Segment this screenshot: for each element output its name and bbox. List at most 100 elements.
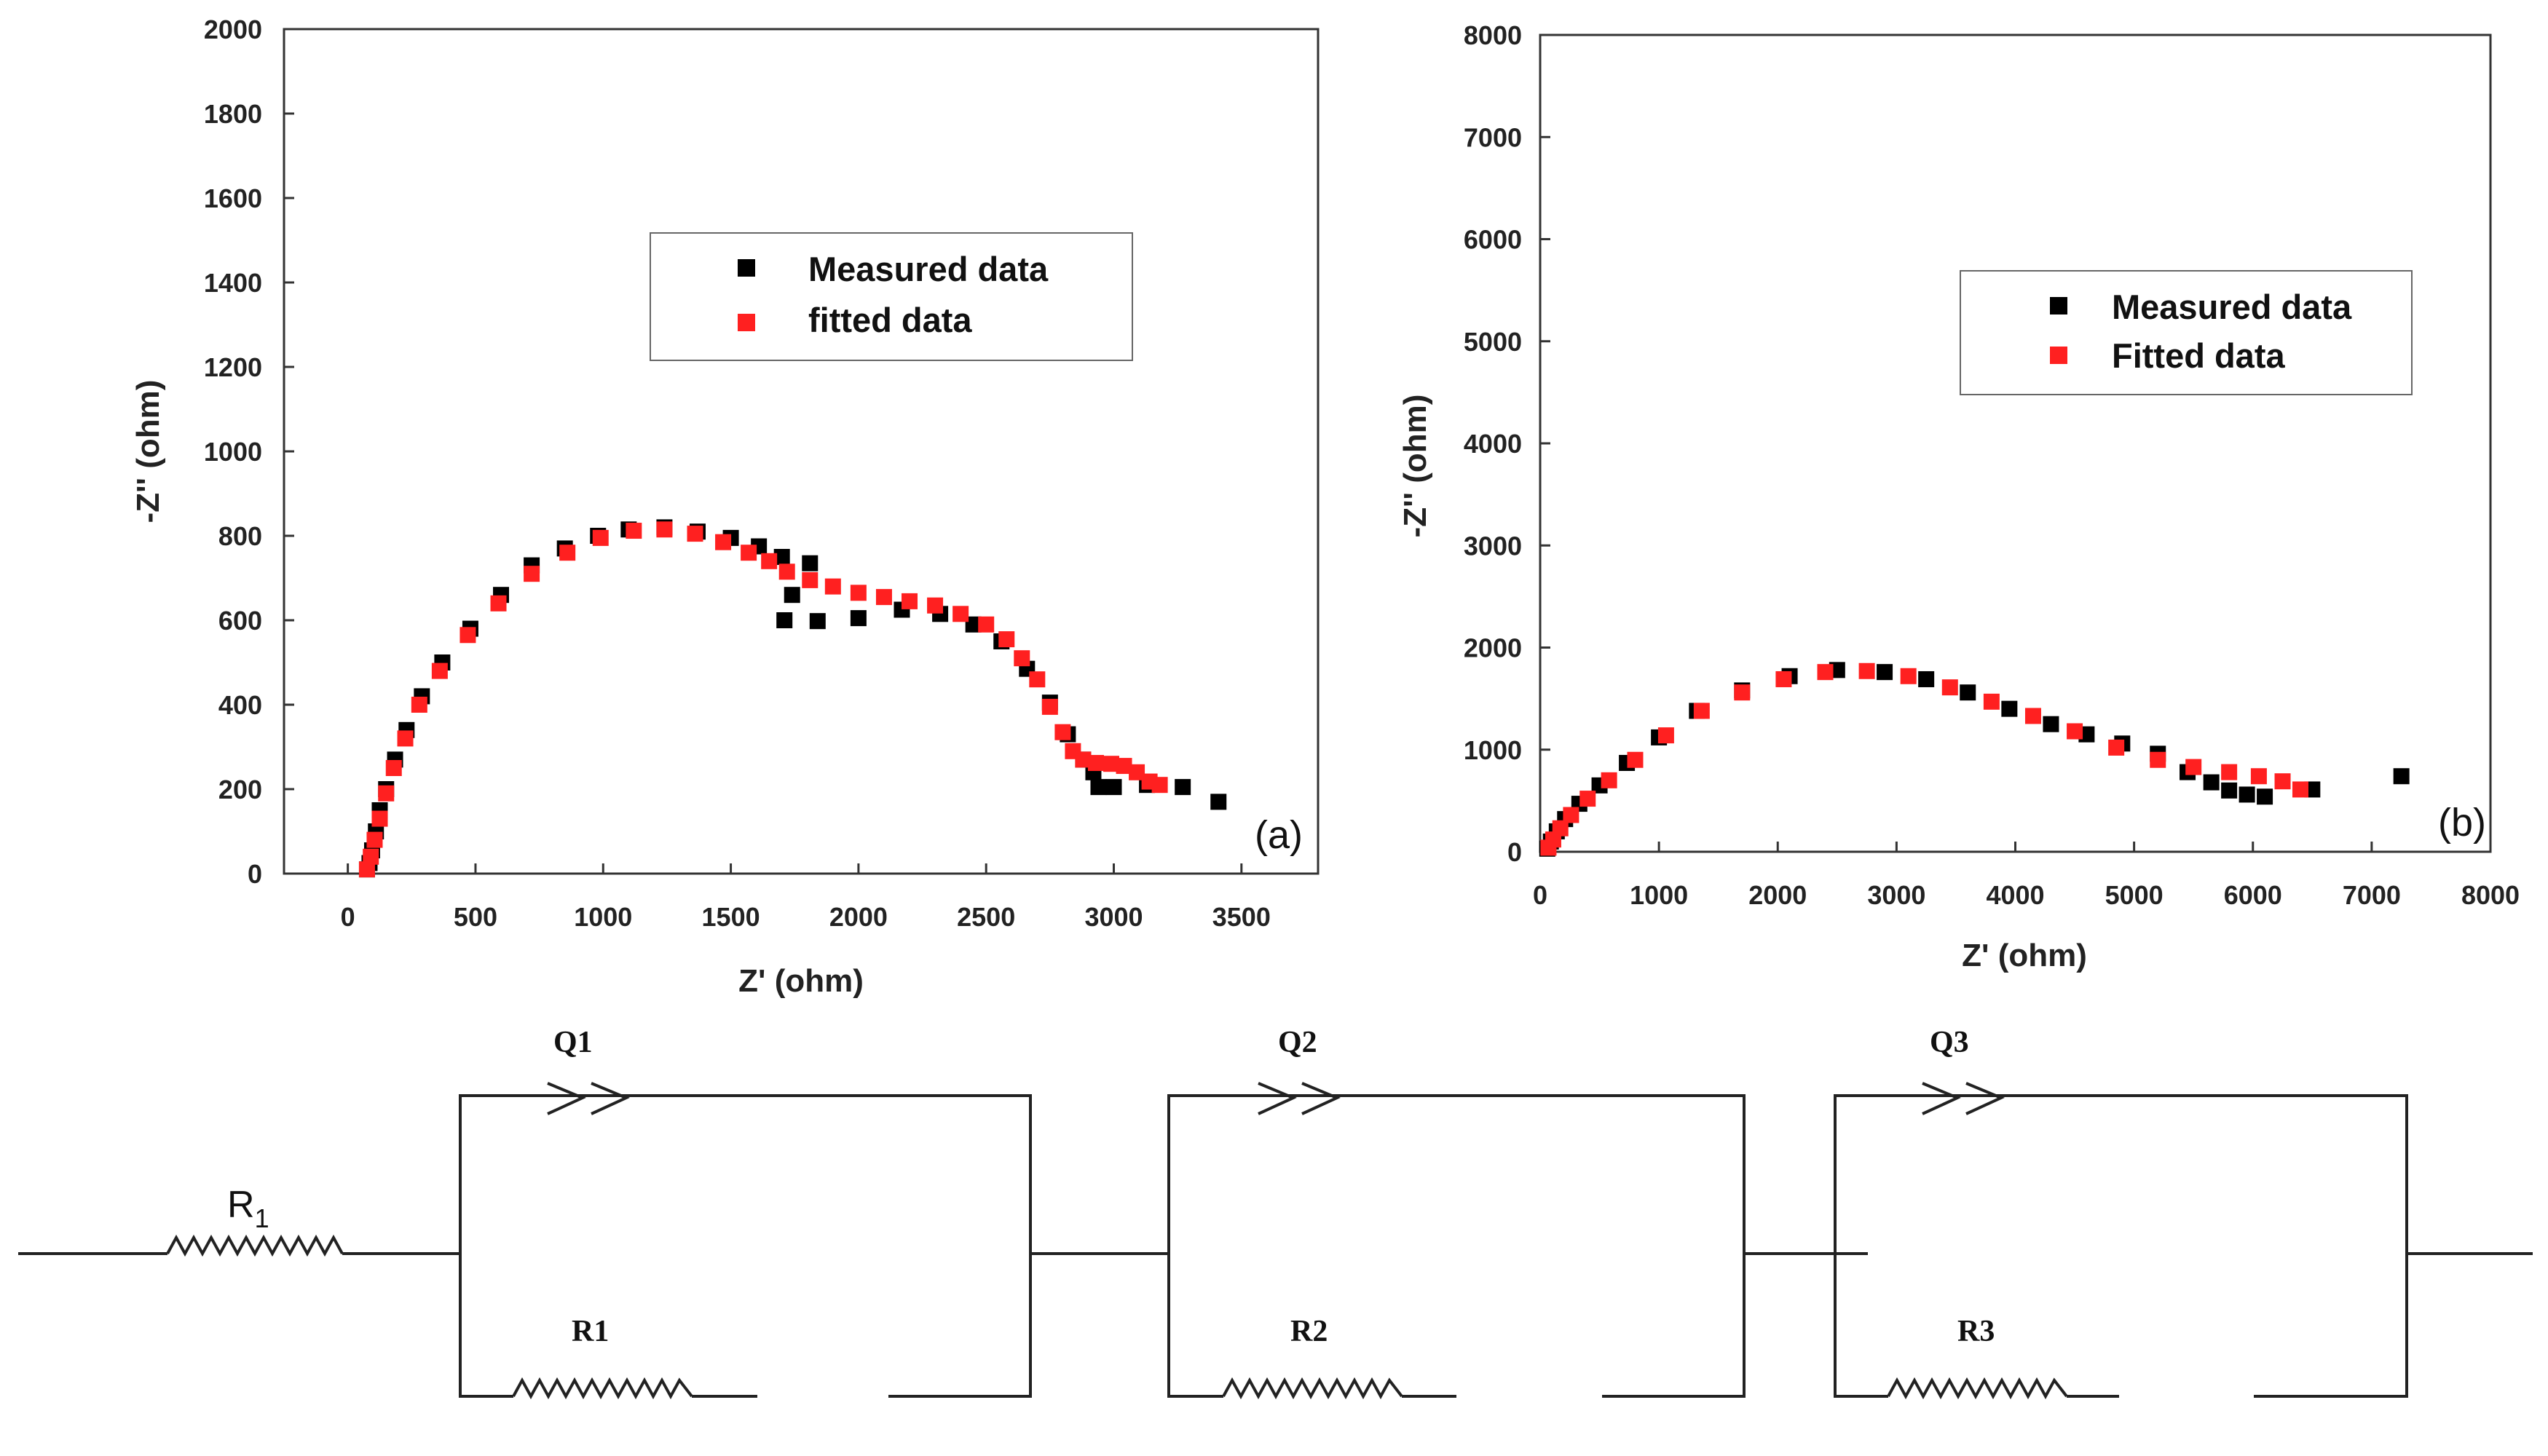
point-fitted-data (1983, 693, 2000, 710)
resistor-r1 (512, 1377, 693, 1400)
y-tick-label: 400 (218, 690, 262, 720)
x-tick-label: 3500 (1212, 902, 1271, 932)
point-measured-data (2239, 786, 2255, 803)
y-tick-label: 800 (218, 521, 262, 551)
point-fitted-data (1116, 758, 1132, 775)
y-tick-label: 6000 (1464, 225, 1522, 255)
equivalent-circuit: R1 Q1 R1 Q2 R2 (18, 1026, 2533, 1400)
circuit-block-3: Q3 R3 (1834, 1026, 2408, 1400)
point-fitted-data (2108, 739, 2125, 756)
x-tick-label: 1500 (702, 902, 760, 932)
x-tick-label: 2000 (1748, 880, 1807, 910)
y-tick-label: 1800 (204, 99, 262, 129)
point-fitted-data (1041, 698, 1058, 715)
point-fitted-data (1029, 671, 1046, 688)
legend-marker-measured (2050, 297, 2067, 314)
x-tick-label: 5000 (2105, 880, 2164, 910)
point-measured-data (1877, 664, 1893, 681)
y-tick-label: 8000 (1464, 20, 1522, 50)
legend-label-fitted: fitted data (808, 301, 972, 339)
chart-b-legend: Measured data Fitted data (1960, 270, 2413, 395)
point-measured-data (784, 587, 800, 604)
y-tick-label: 2000 (1464, 633, 1522, 663)
point-fitted-data (2250, 768, 2267, 785)
point-measured-data (850, 610, 867, 627)
point-fitted-data (1734, 684, 1751, 701)
point-fitted-data (2185, 759, 2202, 775)
point-measured-data (2043, 716, 2059, 732)
point-fitted-data (778, 563, 795, 580)
x-tick-label: 4000 (1986, 880, 2044, 910)
x-tick-label: 0 (341, 902, 355, 932)
point-fitted-data (1087, 755, 1104, 772)
point-fitted-data (2292, 781, 2308, 798)
y-tick-label: 5000 (1464, 327, 1522, 357)
point-fitted-data (687, 526, 703, 542)
legend-marker-fitted (2050, 347, 2067, 364)
chart-a: 0 500 1000 1500 2000 2500 3000 3500 0 200 400 600 8… (130, 15, 1320, 999)
resistor-r2-label: R2 (1290, 1315, 1328, 1348)
point-fitted-data (715, 534, 732, 550)
point-fitted-data (1563, 807, 1579, 823)
y-tick-label: 1000 (1464, 735, 1522, 765)
x-tick-label: 0 (1533, 880, 1547, 910)
y-tick-label: 1200 (204, 352, 262, 382)
cpe-q3-symbol (1922, 1082, 1961, 1115)
x-tick-label: 1000 (574, 902, 632, 932)
y-tick-label: 1000 (204, 437, 262, 467)
resistor-r1-label: R1 (572, 1315, 609, 1348)
circuit-block-2: Q2 R2 (1167, 1026, 1746, 1400)
x-tick-label: 2500 (957, 902, 1015, 932)
series-resistor (166, 1234, 344, 1257)
point-fitted-data (431, 662, 448, 679)
x-tick-label: 8000 (2461, 880, 2520, 910)
point-fitted-data (1601, 772, 1617, 788)
point-measured-data (2221, 782, 2238, 799)
y-tick-label: 0 (248, 859, 262, 889)
chart-b-ylabel: -Z'' (ohm) (1397, 395, 1433, 538)
point-fitted-data (998, 631, 1015, 648)
point-fitted-data (1627, 751, 1644, 768)
point-measured-data (2393, 768, 2410, 785)
y-tick-label: 200 (218, 775, 262, 804)
point-fitted-data (2067, 723, 2083, 740)
point-measured-data (965, 616, 982, 633)
resistor-r3 (1887, 1377, 2068, 1400)
cpe-q3-label: Q3 (1930, 1026, 1969, 1059)
point-fitted-data (902, 593, 918, 609)
point-fitted-data (397, 730, 414, 747)
point-fitted-data (2274, 773, 2291, 790)
point-fitted-data (459, 627, 476, 644)
point-fitted-data (656, 521, 673, 538)
y-tick-label: 4000 (1464, 429, 1522, 459)
point-fitted-data (761, 553, 778, 569)
y-tick-label: 0 (1507, 837, 1522, 867)
point-fitted-data (2150, 751, 2166, 768)
point-fitted-data (378, 785, 395, 802)
y-tick-label: 1400 (204, 268, 262, 298)
point-fitted-data (978, 616, 995, 633)
point-fitted-data (1151, 777, 1168, 794)
point-fitted-data (927, 597, 944, 614)
resistor-r2 (1222, 1377, 1403, 1400)
cpe-q1-symbol (547, 1082, 586, 1115)
cpe-q2-symbol (1258, 1082, 1297, 1115)
x-tick-label: 1000 (1630, 880, 1688, 910)
point-fitted-data (490, 595, 507, 612)
cpe-q2-label: Q2 (1278, 1026, 1317, 1059)
point-fitted-data (1941, 679, 1958, 696)
point-measured-data (802, 555, 819, 571)
y-tick-label: 3000 (1464, 531, 1522, 561)
point-fitted-data (371, 810, 388, 827)
point-fitted-data (385, 760, 402, 776)
y-tick-label: 7000 (1464, 122, 1522, 152)
series-resistor-label: R1 (227, 1184, 269, 1233)
x-tick-label: 500 (454, 902, 497, 932)
chart-b-panel-label: (b) (2438, 801, 2486, 844)
y-tick-label: 2000 (204, 15, 262, 44)
point-measured-data (2257, 788, 2273, 805)
point-measured-data (1960, 684, 1976, 701)
point-fitted-data (1693, 703, 1710, 719)
point-fitted-data (1075, 751, 1092, 768)
